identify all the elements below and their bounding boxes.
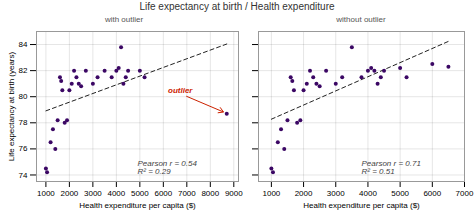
svg-text:6000: 6000 [423, 189, 441, 198]
svg-text:3000: 3000 [84, 189, 102, 198]
svg-text:3000: 3000 [327, 189, 345, 198]
svg-text:7000: 7000 [456, 189, 474, 198]
svg-text:84: 84 [19, 40, 28, 49]
svg-text:5000: 5000 [391, 189, 409, 198]
svg-text:Pearson r = 0.71R² = 0.51: Pearson r = 0.71R² = 0.51 [362, 159, 421, 176]
html-text:with outlier: with outlier [104, 15, 144, 24]
svg-text:outlier: outlier [168, 86, 193, 95]
svg-text:1000: 1000 [37, 189, 55, 198]
svg-text:76: 76 [19, 144, 28, 153]
svg-text:Life expectancy at birth (year: Life expectancy at birth (years) [7, 51, 16, 161]
svg-text:Pearson r = 0.54R² = 0.29: Pearson r = 0.54R² = 0.29 [138, 159, 198, 176]
html-text:Life expectancy at birth / Hea: Life expectancy at birth / Health expend… [139, 1, 335, 12]
svg-text:Health expenditure per capita: Health expenditure per capita ($) [303, 201, 420, 210]
svg-text:9000: 9000 [225, 189, 243, 198]
svg-text:74: 74 [19, 171, 28, 180]
svg-text:6000: 6000 [154, 189, 172, 198]
svg-text:80: 80 [19, 92, 28, 101]
svg-text:2000: 2000 [60, 189, 78, 198]
svg-text:8000: 8000 [201, 189, 219, 198]
svg-text:4000: 4000 [359, 189, 377, 198]
svg-text:2000: 2000 [295, 189, 313, 198]
svg-text:5000: 5000 [131, 189, 149, 198]
svg-text:Health expenditure per capita: Health expenditure per capita ($) [79, 201, 196, 210]
svg-text:82: 82 [19, 66, 28, 75]
svg-text:1000: 1000 [262, 189, 280, 198]
html-text:without outlier: without outlier [336, 15, 386, 24]
svg-text:7000: 7000 [178, 189, 196, 198]
svg-text:4000: 4000 [107, 189, 125, 198]
svg-text:78: 78 [19, 118, 28, 127]
